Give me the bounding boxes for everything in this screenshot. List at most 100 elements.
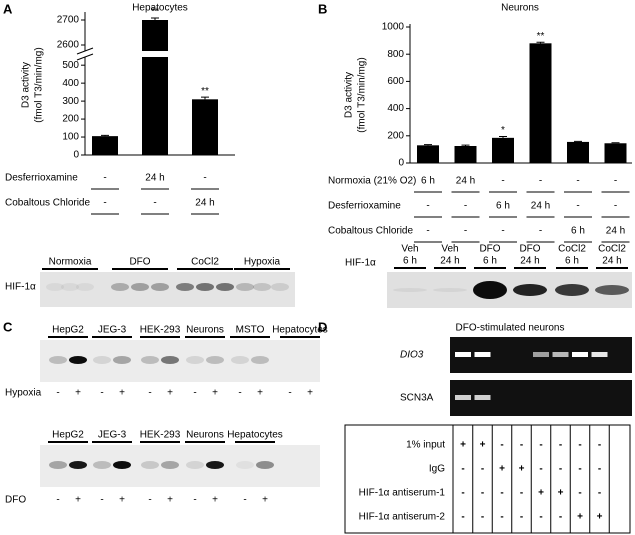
band	[473, 281, 507, 299]
sign: -	[500, 488, 503, 499]
band	[141, 461, 159, 469]
sign: +	[167, 495, 173, 506]
lane-label: HepG2	[52, 325, 84, 336]
y-tick-label: 2600	[57, 40, 80, 51]
condition-cell: 6 h	[496, 201, 510, 212]
band	[69, 356, 87, 364]
treatment-label: DFO	[5, 495, 26, 506]
band	[111, 283, 129, 291]
band	[49, 356, 67, 364]
condition-label: Cobaltous Chloride	[5, 198, 90, 209]
lane-label: 24 h	[602, 256, 621, 267]
gel-band	[572, 352, 588, 357]
error-bar	[424, 144, 432, 146]
panel-letter: B	[318, 1, 327, 16]
y-axis-label: D3 activity	[344, 72, 355, 118]
band	[271, 283, 289, 291]
row-label: 1% input	[406, 440, 445, 451]
sign: -	[148, 495, 151, 506]
band	[595, 285, 629, 295]
band	[176, 283, 194, 291]
error-bar	[611, 142, 620, 144]
sign: +	[597, 512, 603, 523]
bar	[567, 141, 589, 163]
lane-label: Hypoxia	[244, 257, 281, 268]
condition-cell: 24 h	[606, 226, 625, 237]
condition-cell: -	[103, 198, 106, 209]
y-tick-label: 300	[62, 96, 79, 107]
condition-cell: 24 h	[531, 201, 550, 212]
error-bar	[461, 144, 470, 146]
significance: **	[537, 31, 545, 42]
condition-cell: -	[203, 173, 206, 184]
condition-label: Normoxia (21% O2)	[328, 176, 416, 187]
row-label: HIF-1α antiserum-2	[359, 512, 446, 523]
band	[151, 283, 169, 291]
band	[69, 461, 87, 469]
band	[256, 461, 274, 469]
sign: +	[212, 495, 218, 506]
sign: -	[539, 440, 542, 451]
bar	[492, 137, 514, 163]
lane-label: 6 h	[403, 256, 417, 267]
lane-label: DFO	[129, 257, 150, 268]
y-tick-label: 200	[62, 114, 79, 125]
lane-label: Neurons	[186, 325, 224, 336]
lane-label: DFO	[519, 244, 540, 255]
y-tick-label: 500	[62, 60, 79, 71]
sign: -	[559, 440, 562, 451]
condition-cell: -	[103, 173, 106, 184]
y-tick-label: 2700	[57, 15, 80, 26]
band	[555, 284, 589, 296]
treatment-label: Hypoxia	[5, 388, 42, 399]
y-tick-label: 0	[73, 150, 79, 161]
lane-label: DFO	[479, 244, 500, 255]
error-bar	[574, 140, 582, 142]
sign: +	[119, 495, 125, 506]
sign: +	[480, 440, 486, 451]
y-tick-label: 1000	[382, 22, 405, 33]
sign: -	[481, 512, 484, 523]
band	[93, 461, 111, 469]
sign: -	[481, 464, 484, 475]
condition-label: Desferrioxamine	[5, 173, 78, 184]
y-tick-label: 400	[387, 103, 404, 114]
protein-label: HIF-1α	[5, 282, 36, 293]
sign: -	[461, 488, 464, 499]
band	[161, 356, 179, 364]
sign: -	[559, 512, 562, 523]
error-bar	[536, 41, 545, 44]
gene-label: DIO3	[400, 350, 424, 361]
sign: -	[520, 440, 523, 451]
significance: **	[201, 86, 209, 97]
gel-band	[455, 395, 471, 400]
sign: -	[238, 388, 241, 399]
sign: -	[539, 464, 542, 475]
sign: -	[461, 464, 464, 475]
sign: -	[481, 488, 484, 499]
lane-label: Veh	[441, 244, 458, 255]
band	[393, 288, 427, 292]
sign: -	[100, 388, 103, 399]
band	[61, 283, 79, 291]
band	[236, 461, 254, 469]
y-tick-label: 0	[398, 158, 404, 169]
sign: +	[558, 488, 564, 499]
gel-band	[552, 352, 569, 357]
y-axis-label: D3 activity	[21, 62, 32, 108]
y-tick-label: 400	[62, 78, 79, 89]
error-bar	[499, 135, 507, 138]
lane-label: HEK-293	[140, 325, 181, 336]
band	[253, 283, 271, 291]
band	[206, 461, 224, 469]
condition-cell: 24 h	[145, 173, 164, 184]
panel-letter: C	[3, 319, 13, 334]
sign: -	[578, 488, 581, 499]
table-frame	[344, 424, 631, 534]
lane-label: JEG-3	[98, 325, 127, 336]
sign: +	[499, 464, 505, 475]
band	[186, 461, 204, 469]
condition-label: Cobaltous Chloride	[328, 226, 413, 237]
sign: -	[56, 495, 59, 506]
y-tick-label: 800	[387, 49, 404, 60]
